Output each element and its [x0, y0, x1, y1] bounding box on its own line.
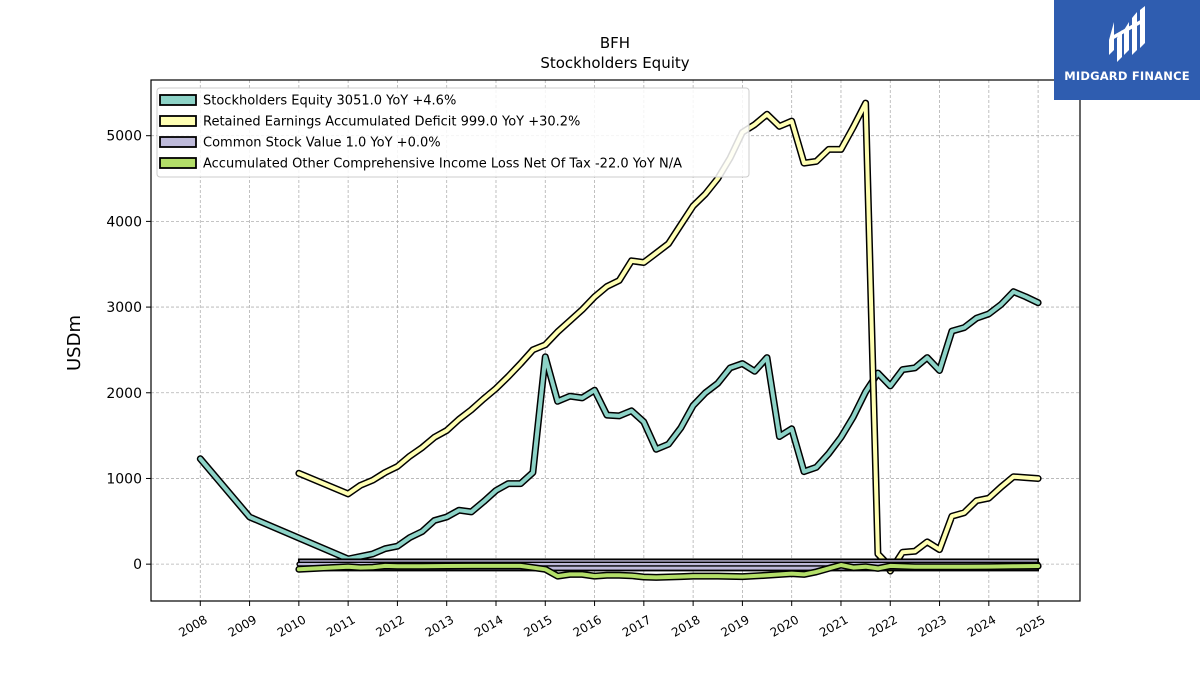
brand-mark-icon	[1109, 6, 1145, 62]
legend-label: Common Stock Value 1.0 YoY +0.0%	[203, 136, 441, 151]
x-tick-label: 2020	[768, 612, 801, 639]
x-tick-label: 2009	[226, 612, 259, 639]
x-tick-label: 2013	[423, 612, 456, 639]
x-tick-label: 2023	[916, 612, 949, 639]
y-tick-label: 4000	[106, 214, 142, 230]
legend-swatch	[159, 136, 197, 148]
brand-logo: MIDGARD FINANCE	[1054, 0, 1200, 100]
plot-frame	[150, 79, 1081, 602]
y-tick-label: 2000	[106, 386, 142, 402]
legend-label: Retained Earnings Accumulated Deficit 99…	[203, 115, 580, 130]
legend-label: Stockholders Equity 3051.0 YoY +4.6%	[203, 94, 456, 109]
legend-box	[156, 87, 750, 178]
x-tick-label: 2015	[521, 612, 554, 639]
legend-label: Accumulated Other Comprehensive Income L…	[203, 157, 682, 172]
legend: Stockholders Equity 3051.0 YoY +4.6% Reta…	[156, 87, 750, 178]
x-tick-label: 2011	[324, 612, 357, 639]
y-tick-label: 1000	[106, 471, 142, 487]
y-tick-label: 0	[133, 557, 142, 573]
legend-swatch	[159, 115, 197, 127]
stockholders-equity-line	[198, 289, 1041, 561]
y-tick-label: 5000	[106, 129, 142, 145]
legend-swatch	[159, 157, 197, 169]
chart-subtitle: Stockholders Equity	[540, 54, 689, 72]
x-tick-label: 2017	[620, 612, 653, 639]
series-lines	[196, 99, 1042, 581]
stockholders-equity-outline	[196, 288, 1042, 563]
chart-title: BFH	[600, 34, 630, 52]
y-axis-label: USDm	[64, 315, 85, 371]
x-tick-label: 2018	[669, 612, 702, 639]
x-tick-label: 2010	[275, 612, 308, 639]
accumulated-other-comprehensive-income-loss-net-of-tax-line	[296, 563, 1041, 580]
x-tick-label: 2016	[571, 612, 604, 639]
legend-swatch	[159, 94, 197, 106]
x-tick-label: 2014	[472, 612, 505, 639]
brand-name: MIDGARD FINANCE	[1064, 69, 1190, 83]
retained-earnings-accumulated-deficit-line	[296, 101, 1041, 573]
x-tick-label: 2024	[965, 612, 998, 639]
x-tick-label: 2012	[373, 612, 406, 639]
y-tick-label: 3000	[106, 300, 142, 316]
x-tick-label: 2008	[176, 612, 209, 639]
x-tick-label: 2022	[866, 612, 899, 639]
x-tick-label: 2021	[817, 612, 850, 639]
x-tick-label: 2019	[718, 612, 751, 639]
x-tick-label: 2025	[1014, 612, 1047, 639]
